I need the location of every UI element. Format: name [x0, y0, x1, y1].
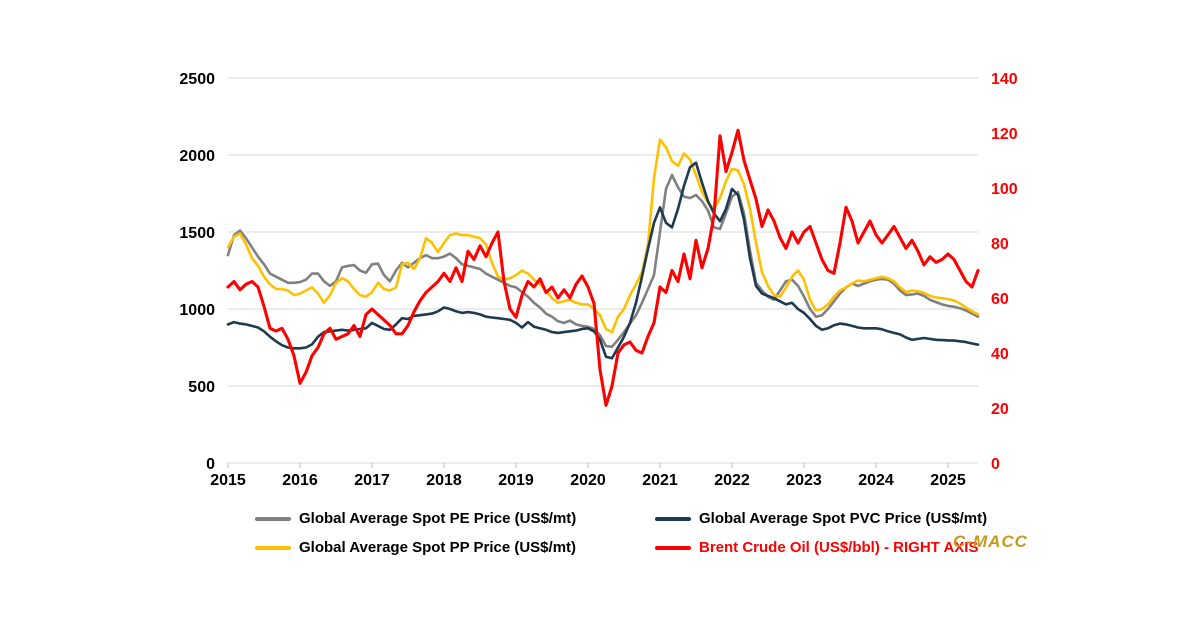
x-axis-tick-label: 2021 — [642, 472, 678, 489]
legend-item-pe: Global Average Spot PE Price (US$/mt) — [255, 510, 576, 527]
y-axis-right-tick-label: 20 — [991, 401, 1009, 418]
y-axis-left-tick-label: 500 — [188, 379, 215, 396]
x-axis-tick-label: 2024 — [858, 472, 894, 489]
series-line-pp — [226, 138, 980, 334]
y-axis-left-tick-label: 1500 — [179, 225, 215, 242]
x-axis-tick-label: 2018 — [426, 472, 462, 489]
pvc-line-swatch — [655, 516, 691, 521]
y-axis-right-tick-label: 40 — [991, 346, 1009, 363]
pp-line-swatch — [255, 545, 291, 550]
x-axis-tick-label: 2022 — [714, 472, 750, 489]
series-line-pvc — [226, 161, 980, 360]
x-axis-tick-label: 2017 — [354, 472, 390, 489]
x-axis-tick-label: 2020 — [570, 472, 606, 489]
y-axis-left-tick-label: 2500 — [179, 71, 215, 88]
x-axis-tick-label: 2025 — [930, 472, 966, 489]
x-axis-tick-label: 2015 — [210, 472, 246, 489]
y-axis-right-tick-label: 100 — [991, 181, 1018, 198]
y-axis-right-tick-label: 80 — [991, 236, 1009, 253]
legend-item-pvc: Global Average Spot PVC Price (US$/mt) — [655, 510, 987, 527]
series-line-brent — [226, 128, 980, 407]
x-axis-tick-label: 2016 — [282, 472, 318, 489]
y-axis-left-tick-label: 1000 — [179, 302, 215, 319]
pe-line-swatch — [255, 516, 291, 521]
legend-label-pvc: Global Average Spot PVC Price (US$/mt) — [699, 510, 988, 527]
y-axis-right-tick-label: 0 — [991, 456, 1000, 473]
legend-item-pp: Global Average Spot PP Price (US$/mt) — [255, 539, 576, 556]
x-axis-tick-label: 2023 — [786, 472, 822, 489]
brent-line-swatch — [655, 545, 691, 550]
y-axis-right-tick-label: 140 — [991, 71, 1018, 88]
legend-label-brent: Brent Crude Oil (US$/bbl) - RIGHT AXIS — [699, 539, 979, 556]
c-macc-watermark: C-MACC — [953, 532, 1028, 551]
y-axis-left-tick-label: 0 — [206, 456, 215, 473]
legend-item-brent: Brent Crude Oil (US$/bbl) - RIGHT AXIS — [655, 539, 978, 556]
y-axis-left-tick-label: 2000 — [179, 148, 215, 165]
y-axis-right-tick-label: 120 — [991, 126, 1018, 143]
y-axis-right-tick-label: 60 — [991, 291, 1009, 308]
legend-label-pp: Global Average Spot PP Price (US$/mt) — [299, 539, 577, 556]
x-axis-tick-label: 2019 — [498, 472, 534, 489]
legend-label-pe: Global Average Spot PE Price (US$/mt) — [299, 510, 577, 527]
